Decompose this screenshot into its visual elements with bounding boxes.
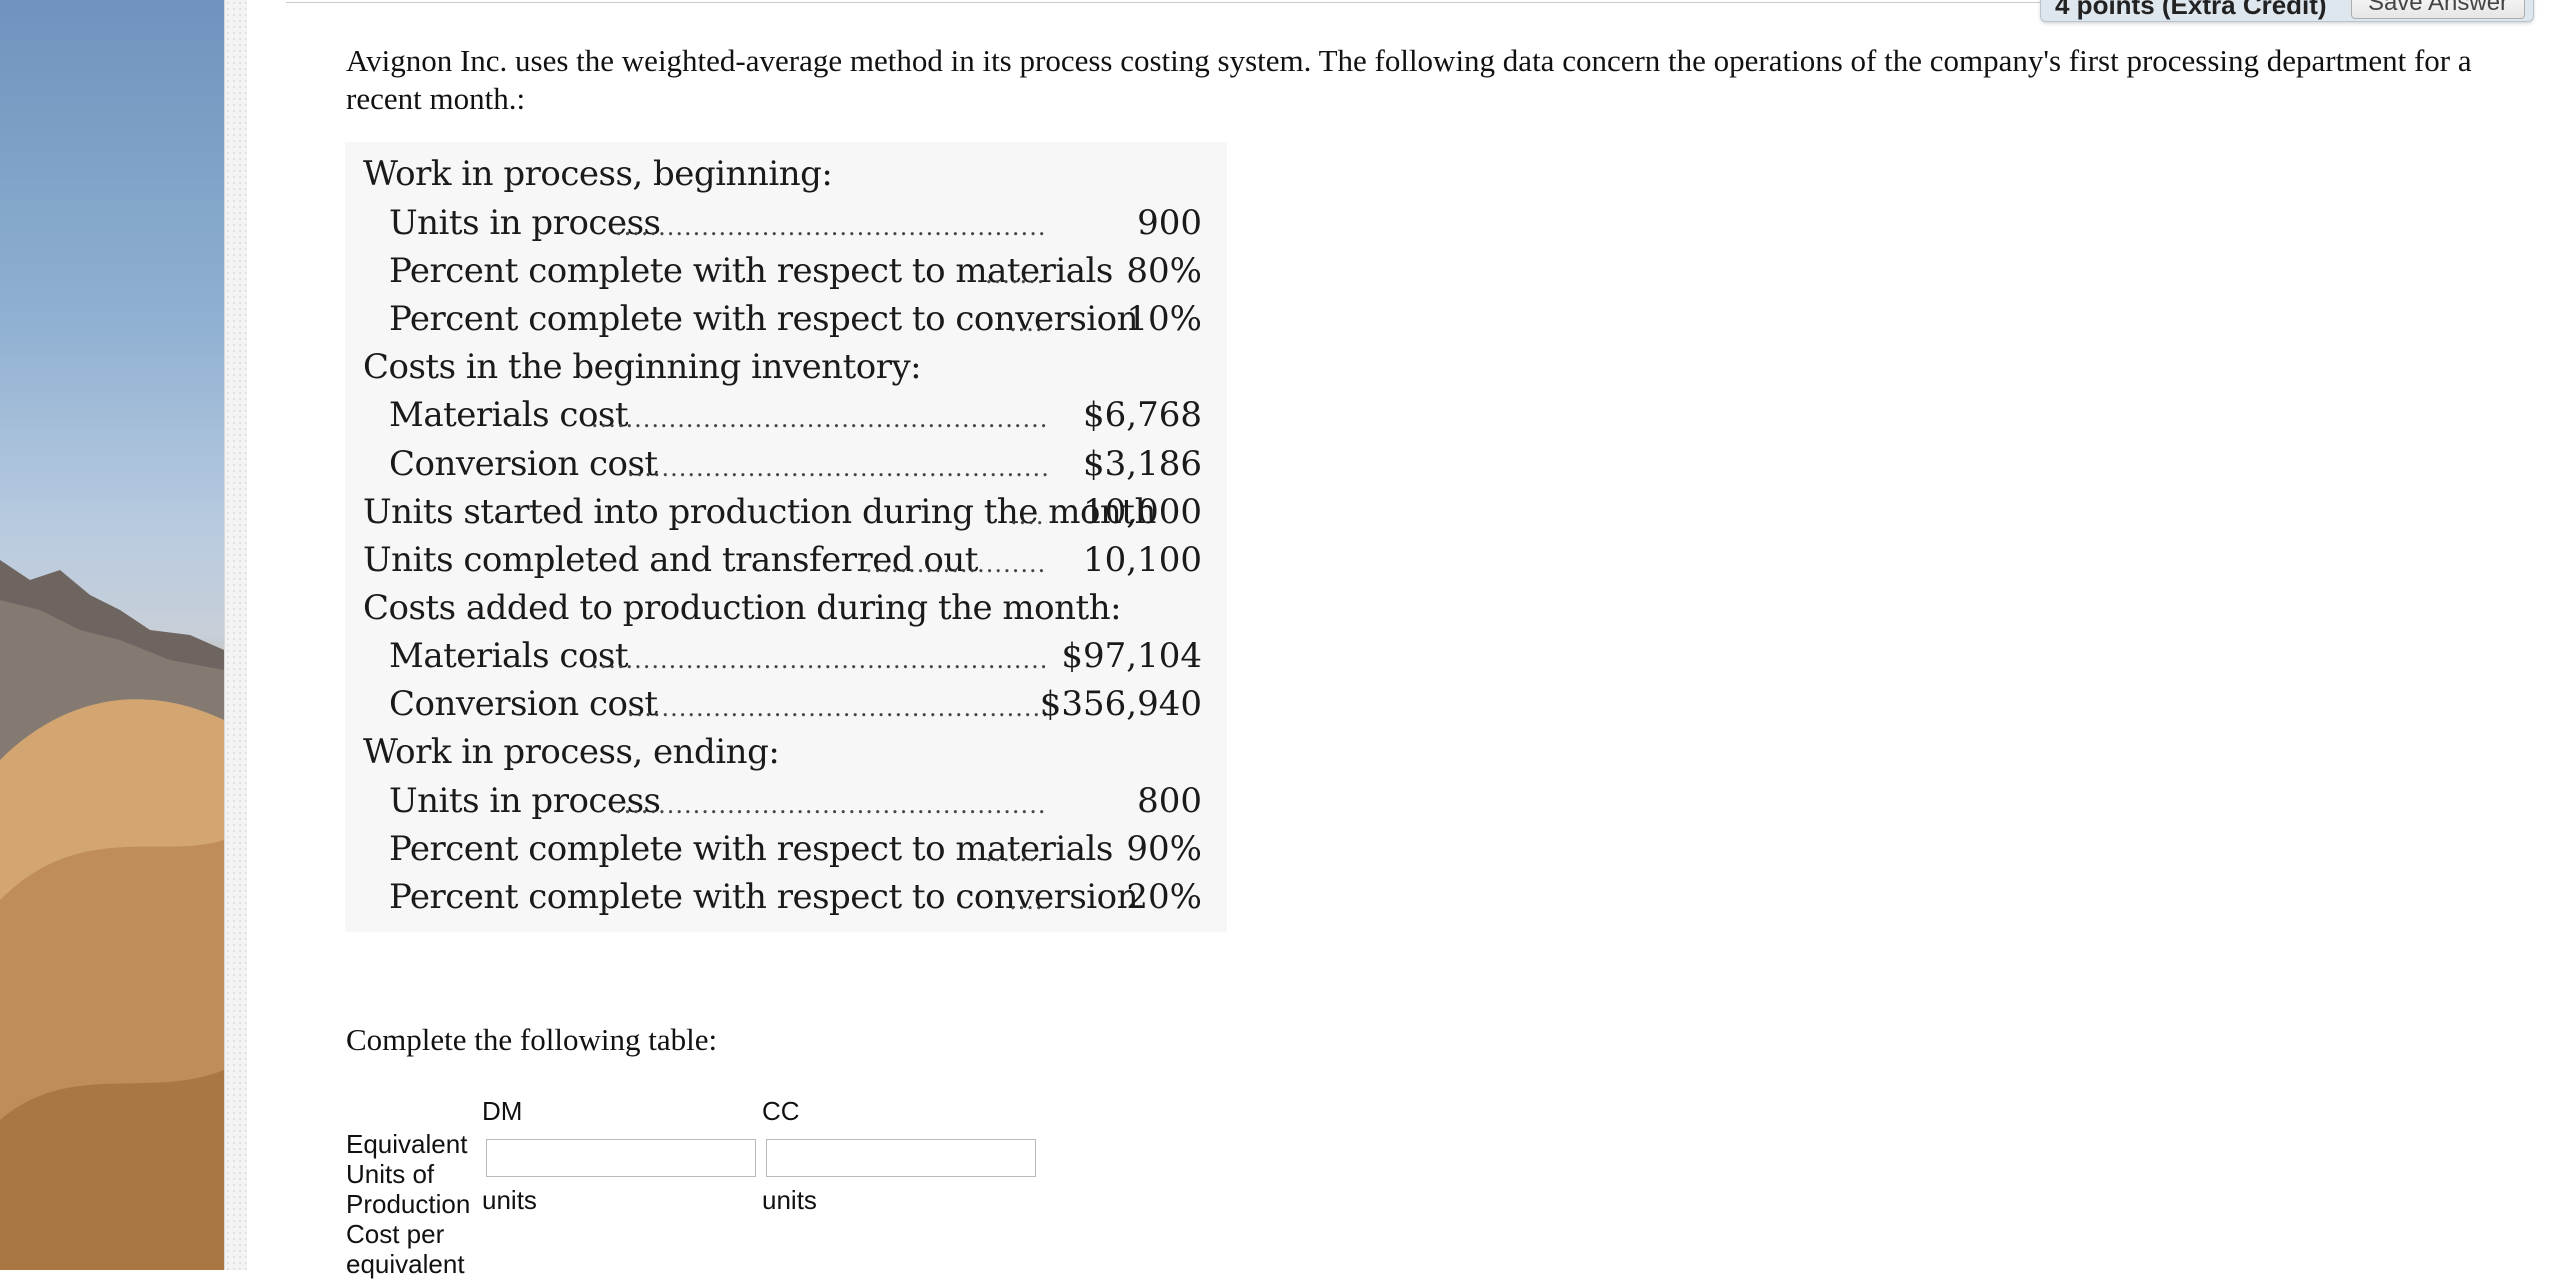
row-label: Percent complete with respect to materia… <box>389 829 1113 869</box>
label-line: Units of <box>346 1159 435 1189</box>
data-table-image: Work in process, beginning: Units in pro… <box>345 142 1227 932</box>
desktop-wallpaper <box>0 0 224 1270</box>
row-label: Materials cost <box>389 395 629 435</box>
leader-dots: ....................... <box>865 550 1047 578</box>
leader-dots: ........................................… <box>615 791 1047 819</box>
row-value: 80% <box>1126 251 1202 291</box>
row-label: Units completed and transferred out <box>363 540 978 580</box>
save-answer-button[interactable]: Save Answer <box>2351 0 2525 19</box>
row-value: 900 <box>1137 203 1202 243</box>
table-row: Percent complete with respect to convers… <box>345 299 1227 347</box>
row-label: Work in process, ending: <box>363 732 780 772</box>
row-value: 10,000 <box>1083 492 1202 532</box>
row-value: $97,104 <box>1061 636 1202 676</box>
leader-dots: ........................................… <box>615 213 1047 241</box>
row-label: Percent complete with respect to convers… <box>389 299 1139 339</box>
complete-table-prompt: Complete the following table: <box>346 1022 718 1057</box>
dm-equivalent-units-input[interactable] <box>486 1139 756 1177</box>
table-row: Costs added to production during the mon… <box>345 588 1227 636</box>
leader-dots: ........................................… <box>591 405 1047 433</box>
row-label-equivalent-units: Equivalent Units of Production Cost per … <box>346 1129 470 1279</box>
row-label: Materials cost <box>389 636 629 676</box>
table-row: Percent complete with respect to materia… <box>345 251 1227 299</box>
label-line: Cost per <box>346 1219 445 1249</box>
row-label: Units in process <box>389 203 661 243</box>
cc-units-suffix: units <box>762 1185 817 1215</box>
column-header-cc: CC <box>762 1096 800 1126</box>
row-label: Percent complete with respect to materia… <box>389 251 1113 291</box>
table-row: Materials cost .........................… <box>345 395 1227 443</box>
column-header-dm: DM <box>482 1096 523 1126</box>
label-line: Equivalent <box>346 1129 468 1159</box>
table-row: Units in process .......................… <box>345 781 1227 829</box>
table-row: Conversion cost ........................… <box>345 684 1227 732</box>
row-value: 800 <box>1137 781 1202 821</box>
label-line: equivalent <box>346 1249 465 1279</box>
leader-dots: ...... <box>1009 887 1047 915</box>
top-divider <box>286 2 2046 3</box>
row-label: Work in process, beginning: <box>363 154 833 194</box>
leader-dots: ...... <box>1009 309 1047 337</box>
row-value: $3,186 <box>1083 444 1202 484</box>
leader-dots: ........ <box>985 839 1047 867</box>
row-label: Costs added to production during the mon… <box>363 588 1122 628</box>
table-row: Units started into production during the… <box>345 492 1227 540</box>
table-row: Work in process, beginning: <box>345 154 1227 202</box>
row-label: Units in process <box>389 781 661 821</box>
label-line: Production <box>346 1189 471 1219</box>
cc-equivalent-units-input[interactable] <box>766 1139 1036 1177</box>
question-text: Avignon Inc. uses the weighted-average m… <box>346 43 2472 116</box>
table-row: Conversion cost ........................… <box>345 444 1227 492</box>
leader-dots: ..... <box>1010 502 1047 530</box>
row-value: $356,940 <box>1039 684 1202 724</box>
row-value: 90% <box>1126 829 1202 869</box>
row-label: Percent complete with respect to convers… <box>389 877 1139 917</box>
table-row: Costs in the beginning inventory: <box>345 347 1227 395</box>
table-row: Units completed and transferred out ....… <box>345 540 1227 588</box>
row-label: Costs in the beginning inventory: <box>363 347 922 387</box>
table-row: Materials cost .........................… <box>345 636 1227 684</box>
table-row: Percent complete with respect to materia… <box>345 829 1227 877</box>
dm-units-suffix: units <box>482 1185 537 1215</box>
leader-dots: ........................................… <box>591 646 1047 674</box>
window-edge-rail <box>224 0 248 1270</box>
row-label: Conversion cost <box>389 684 658 724</box>
row-value: 10,100 <box>1083 540 1202 580</box>
row-value: 20% <box>1126 877 1202 917</box>
sand-dune-graphic <box>0 699 224 1270</box>
points-label: 4 points (Extra Credit) <box>2055 0 2327 20</box>
leader-dots: ........................................… <box>627 694 1047 722</box>
table-row: Work in process, ending: <box>345 732 1227 780</box>
leader-dots: ........................................… <box>627 454 1047 482</box>
row-label: Conversion cost <box>389 444 658 484</box>
leader-dots: ........ <box>985 261 1047 289</box>
row-value: 10% <box>1126 299 1202 339</box>
table-row: Percent complete with respect to convers… <box>345 877 1227 925</box>
row-value: $6,768 <box>1083 395 1202 435</box>
row-label: Units started into production during the… <box>363 492 1156 532</box>
table-row: Units in process .......................… <box>345 203 1227 251</box>
points-box: 4 points (Extra Credit) Save Answer <box>2040 0 2534 22</box>
